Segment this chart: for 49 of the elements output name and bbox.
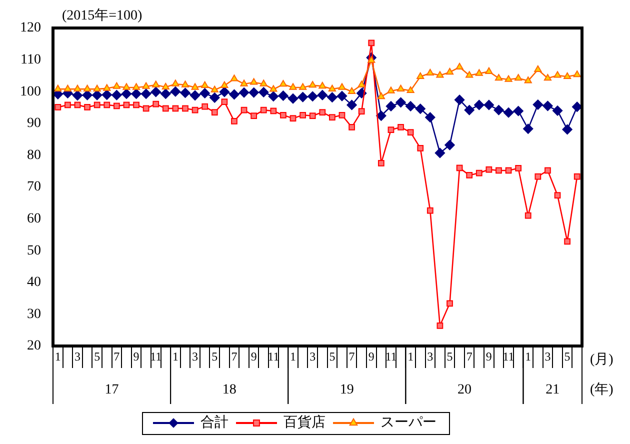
x-tick-label: 9 <box>368 349 374 364</box>
x-tick-label: 3 <box>427 349 434 364</box>
x-tick-label: 7 <box>114 349 120 364</box>
y-tick-label: 40 <box>27 275 41 290</box>
text: 18 <box>222 382 236 398</box>
legend-label: 合計 <box>200 414 228 431</box>
x-tick-label: 7 <box>466 349 472 364</box>
y-tick-label: 60 <box>27 211 41 226</box>
x-tick-label: 3 <box>544 349 551 364</box>
x-tick-label: 1 <box>290 349 296 364</box>
y-tick-label: 20 <box>27 338 41 354</box>
x-tick-label: 3 <box>74 349 80 364</box>
x-tick-label: 5 <box>329 349 336 364</box>
x-tick-label: 5 <box>564 349 570 364</box>
text: 17 <box>104 382 119 398</box>
text: 20 <box>457 382 472 398</box>
x-tick-label: 5 <box>446 349 453 364</box>
x-tick-label: 7 <box>231 349 238 364</box>
x-tick-label: 9 <box>133 349 140 364</box>
legend-label: スーパー <box>380 416 436 431</box>
x-tick-label: 11 <box>268 349 280 364</box>
x-tick-label: 9 <box>250 349 257 364</box>
text: 19 <box>340 382 354 398</box>
y-tick-label: 100 <box>20 84 41 100</box>
y-tick-label: 30 <box>27 306 41 322</box>
text: 21 <box>546 382 560 398</box>
legend-label: 百貨店 <box>284 414 326 431</box>
y-tick-label: 50 <box>27 243 41 258</box>
x-tick-label: 11 <box>150 349 162 364</box>
y-tick-label: 70 <box>27 180 41 195</box>
x-tick-label: 7 <box>348 349 355 364</box>
x-tick-label: 11 <box>385 349 397 364</box>
x-tick-label: 11 <box>502 349 514 364</box>
x-axis-title: (月) <box>590 352 614 368</box>
y-axis-title: (2015年=100) <box>62 8 143 24</box>
x-tick-label: 9 <box>486 349 492 364</box>
x-tick-label: 1 <box>172 349 178 364</box>
x-tick-label: 1 <box>525 349 532 364</box>
x-tick-label: 5 <box>212 349 218 364</box>
y-tick-label: 90 <box>27 116 41 132</box>
text: (年) <box>590 382 614 398</box>
x-tick-label: 3 <box>310 349 316 364</box>
y-tick-label: 80 <box>27 148 41 163</box>
x-tick-label: 1 <box>408 349 414 364</box>
x-tick-label: 3 <box>192 349 198 364</box>
x-tick-label: 5 <box>94 349 100 364</box>
x-tick-label: 1 <box>54 349 61 364</box>
y-tick-label: 120 <box>20 20 41 36</box>
y-tick-label: 110 <box>20 52 41 68</box>
